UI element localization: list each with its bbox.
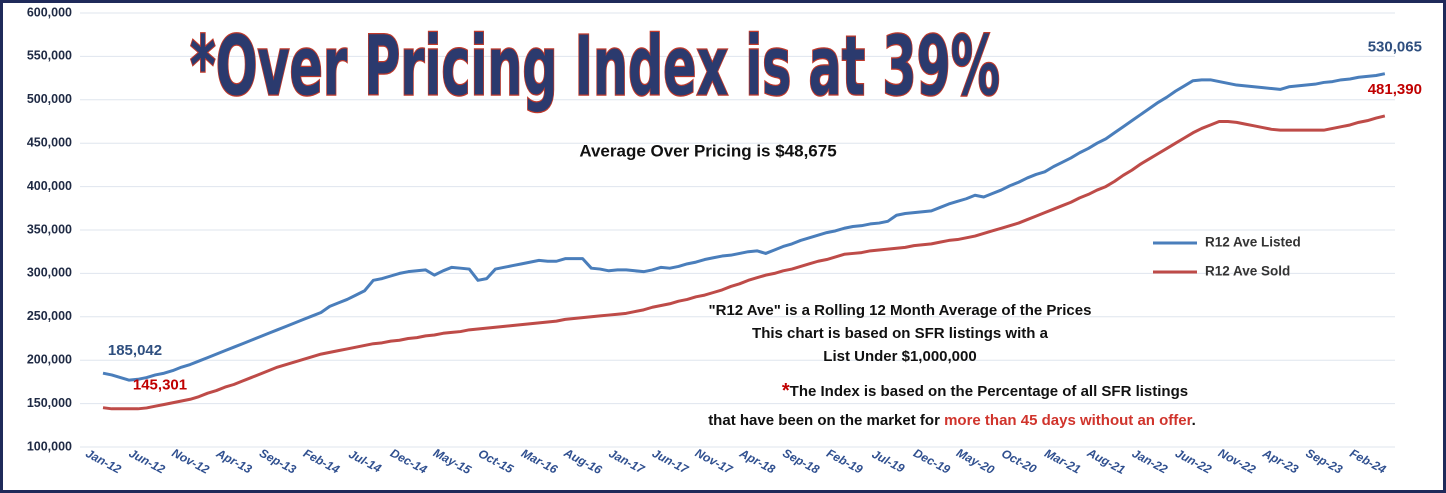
y-tick-label: 400,000 <box>27 179 72 193</box>
y-tick-label: 150,000 <box>27 396 72 410</box>
note: List Under $1,000,000 <box>823 348 976 365</box>
data-label: 481,390 <box>1368 81 1422 98</box>
data-label: 530,065 <box>1368 39 1422 56</box>
y-tick-label: 100,000 <box>27 439 72 453</box>
data-label: 145,301 <box>133 377 187 394</box>
y-tick-label: 600,000 <box>27 5 72 19</box>
y-tick-label: 250,000 <box>27 309 72 323</box>
series-line <box>102 72 1386 382</box>
chart-title: *Over Pricing Index is at 39% <box>190 19 1000 114</box>
index-note-line: that have been on the market for <box>708 412 944 429</box>
y-tick-label: 550,000 <box>27 49 72 63</box>
legend-label: R12 Ave Sold <box>1205 264 1290 279</box>
y-tick-label: 300,000 <box>27 266 72 280</box>
grid <box>80 12 1395 448</box>
data-label: 185,042 <box>108 342 162 359</box>
legend-label: R12 Ave Listed <box>1205 235 1301 250</box>
index-note: *The Index is based on the Percentage of… <box>782 380 1188 402</box>
note: "R12 Ave" is a Rolling 12 Month Average … <box>709 302 1092 319</box>
y-tick-label: 500,000 <box>27 92 72 106</box>
index-note-line: The Index is based on the Percentage of … <box>790 383 1188 400</box>
y-tick-label: 200,000 <box>27 352 72 366</box>
index-note-line: . <box>1192 412 1196 429</box>
y-tick-label: 350,000 <box>27 222 72 236</box>
note: This chart is based on SFR listings with… <box>752 325 1049 342</box>
y-tick-label: 450,000 <box>27 135 72 149</box>
series-line <box>102 114 1386 411</box>
chart-subtitle: Average Over Pricing is $48,675 <box>579 141 836 160</box>
lines <box>102 72 1386 411</box>
index-note: that have been on the market for more th… <box>708 412 1196 429</box>
index-note-highlight: more than 45 days without an offer <box>944 412 1193 429</box>
index-star: * <box>782 380 790 402</box>
